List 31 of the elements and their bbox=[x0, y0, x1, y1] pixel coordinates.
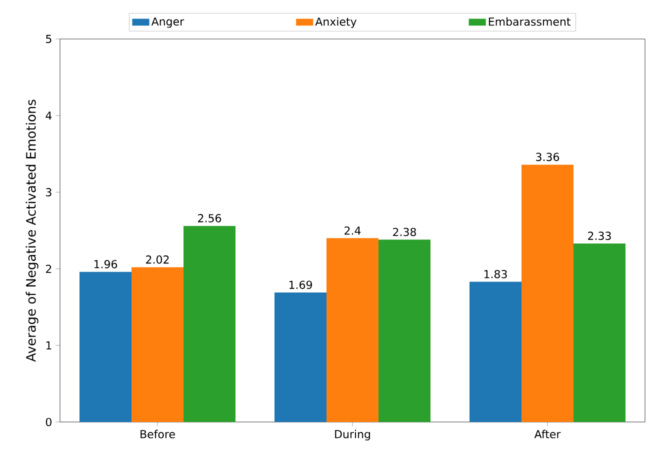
data-label: 3.36 bbox=[536, 152, 560, 162]
bar bbox=[132, 267, 184, 422]
data-label: 1.83 bbox=[484, 270, 507, 278]
y-tick-label: 1 bbox=[46, 341, 52, 350]
bar bbox=[522, 164, 574, 422]
bar bbox=[573, 244, 626, 422]
y-tick-label: 2 bbox=[46, 264, 52, 273]
legend-label: Anger bbox=[151, 17, 184, 28]
data-label: 2.4 bbox=[344, 226, 361, 235]
x-tick-label: During bbox=[335, 430, 370, 440]
y-tick-label: 5 bbox=[46, 34, 52, 44]
bar bbox=[326, 238, 378, 422]
data-label: 2.02 bbox=[146, 255, 169, 264]
legend-label: Embarassment bbox=[488, 17, 570, 26]
x-tick-label: After bbox=[534, 430, 561, 438]
y-axis-title: Average of Negative Activated Emotions bbox=[26, 100, 38, 362]
data-label: 1.69 bbox=[289, 280, 312, 289]
y-tick-label: 4 bbox=[46, 112, 52, 120]
bar bbox=[378, 240, 430, 422]
bar bbox=[80, 272, 132, 422]
y-tick-label: 3 bbox=[46, 188, 52, 196]
bar bbox=[184, 226, 236, 422]
x-tick-label: Before bbox=[140, 430, 175, 438]
bar bbox=[470, 282, 522, 422]
data-label: 2.38 bbox=[393, 228, 416, 236]
data-label: 2.56 bbox=[198, 214, 222, 222]
bar bbox=[274, 292, 327, 422]
data-label: 2.33 bbox=[588, 232, 611, 240]
y-tick-label: 0 bbox=[46, 418, 52, 426]
data-label: 1.96 bbox=[94, 260, 118, 268]
legend-label: Anxiety bbox=[315, 17, 356, 28]
